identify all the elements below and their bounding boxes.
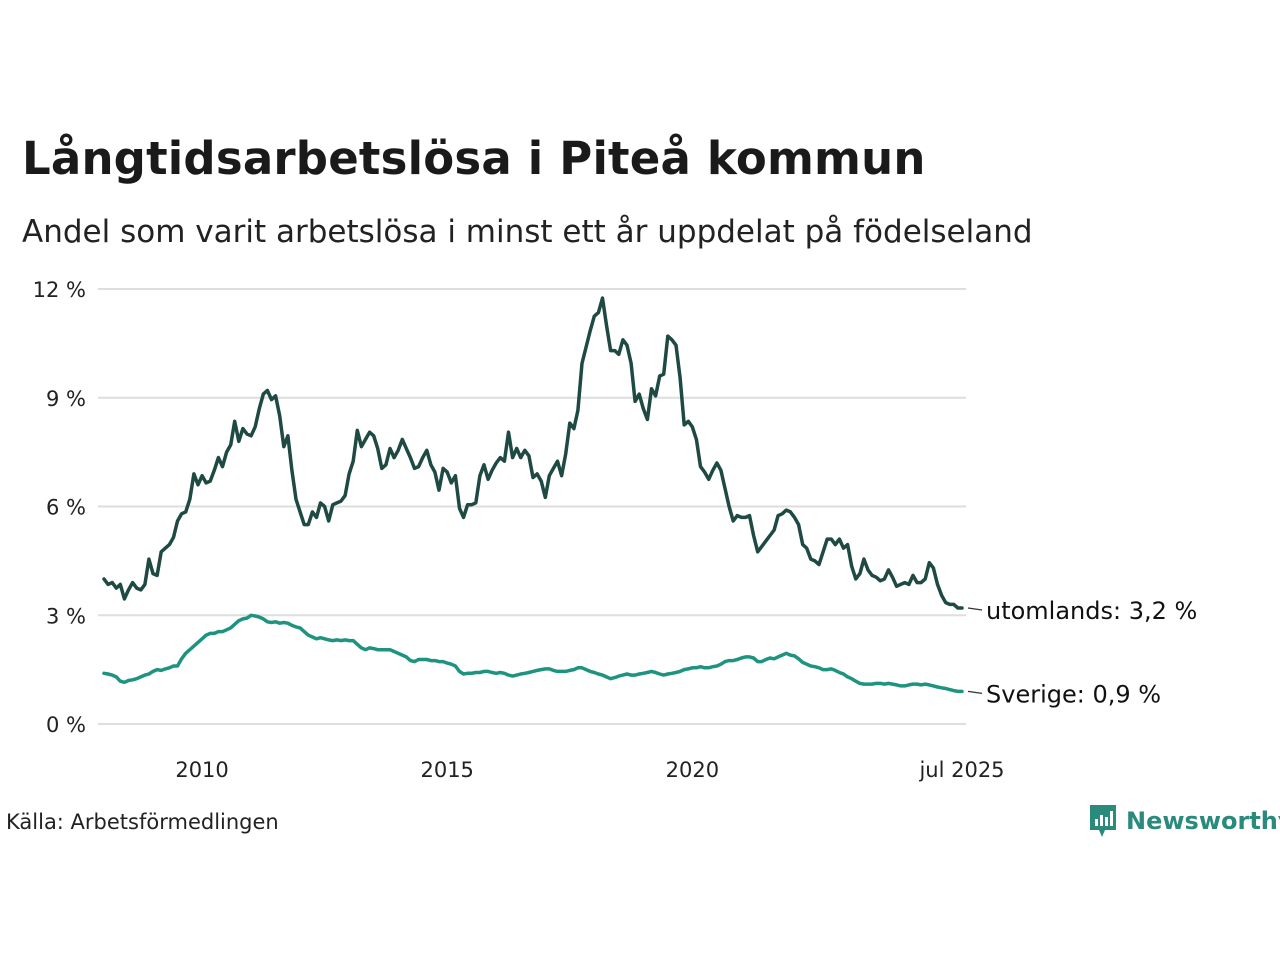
logo-text: Newsworthy	[1126, 807, 1280, 835]
series-end-label: Sverige: 0,9 %	[986, 680, 1161, 708]
y-tick-label: 12 %	[33, 278, 86, 302]
newsworthy-logo: Newsworthy	[1088, 803, 1280, 839]
gridlines	[98, 288, 966, 725]
bar-chart-icon	[1090, 805, 1116, 837]
chart-title: Långtidsarbetslösa i Piteå kommun	[22, 132, 926, 185]
x-tick-label: jul 2025	[918, 758, 1004, 782]
y-tick-label: 0 %	[46, 713, 86, 737]
chart-subtitle: Andel som varit arbetslösa i minst ett å…	[22, 214, 1033, 250]
line-chart: 0 % 3 % 6 % 9 % 12 % 2010 2015 2020 jul 2025 ut…	[33, 278, 1198, 782]
source-note: Källa: Arbetsförmedlingen	[6, 810, 279, 834]
series-line-0	[102, 296, 964, 610]
series-line-1	[102, 613, 964, 694]
y-tick-label: 6 %	[46, 496, 86, 520]
x-tick-label: 2015	[420, 758, 473, 782]
y-tick-label: 9 %	[46, 387, 86, 411]
y-tick-label: 3 %	[46, 604, 86, 628]
end-labels: utomlands: 3,2 % Sverige: 0,9 %	[967, 597, 1197, 708]
y-axis-ticks: 0 % 3 % 6 % 9 % 12 %	[33, 278, 86, 737]
series-end-label: utomlands: 3,2 %	[986, 597, 1197, 625]
end-label-leader	[967, 690, 983, 694]
x-axis-ticks: 2010 2015 2020 jul 2025	[175, 758, 1004, 782]
series-lines	[102, 296, 964, 694]
x-tick-label: 2020	[666, 758, 719, 782]
end-label-leader	[967, 607, 983, 611]
x-tick-label: 2010	[175, 758, 228, 782]
